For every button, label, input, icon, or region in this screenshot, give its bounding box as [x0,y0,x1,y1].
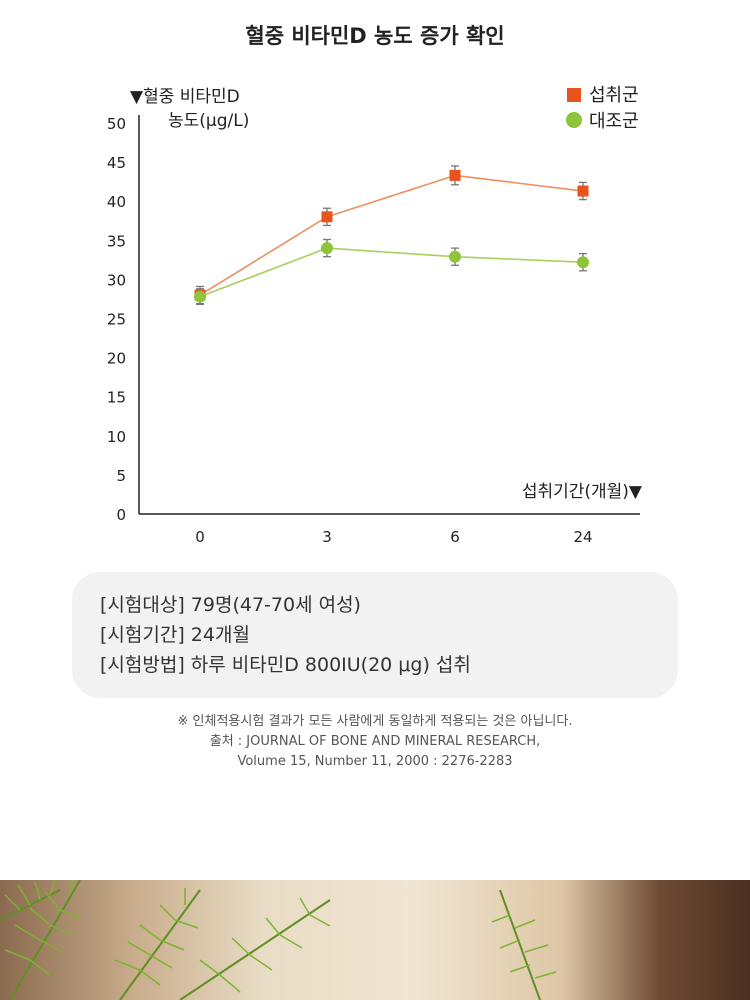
y-tick-label-10: 10 [107,428,126,446]
series-lines [199,174,584,298]
page-title: 혈중 비타민D 농도 증가 확인 [245,24,505,48]
y-tick-label-0: 0 [116,506,126,524]
decorative-photo [0,880,750,1000]
data-point-1-1 [321,211,333,223]
data-points [194,165,589,306]
y-tick-label-5: 5 [116,467,126,485]
source-volume: Volume 15, Number 11, 2000 : 2276-2283 [237,754,513,769]
y-axis-ticks: 0 5 10 15 20 25 30 35 40 45 50 [107,115,126,524]
x-tick-label-24: 24 [573,528,592,546]
y-tick-label-25: 25 [107,311,126,329]
chart-axes [138,115,640,515]
data-point-2-3 [577,256,589,269]
data-point-2-0 [194,290,206,303]
line-chart: 0 5 10 15 20 25 30 35 40 45 50 0 3 6 24 ▼혈중 비타민D 농도(μ… [107,85,643,546]
disclaimer-text: ※ 인체적용시험 결과가 모든 사람에게 동일하게 적용되는 것은 아닙니다. [177,714,573,729]
y-tick-label-15: 15 [107,389,126,407]
series-line-2 [199,247,584,298]
y-tick-label-50: 50 [107,115,126,133]
legend-marker-circle [566,112,582,128]
study-subjects: [시험대상] 79명(47-70세 여성) [100,594,361,616]
series-line-1 [199,174,584,296]
data-point-1-3 [577,185,589,197]
pine-branch-image [0,880,557,1000]
legend-label-series-1: 섭취군 [589,85,639,106]
legend-marker-square [567,88,581,102]
x-axis-label: 섭취기간(개월)▼ [522,482,643,502]
x-axis-ticks: 0 3 6 24 [195,528,592,546]
study-info-box: [시험대상] 79명(47-70세 여성) [시험기간] 24개월 [시험방법]… [72,572,678,698]
data-point-2-1 [321,242,333,255]
study-method: [시험방법] 하루 비타민D 800IU(20 μg) 섭취 [100,654,471,676]
data-point-1-2 [449,169,461,181]
y-tick-label-20: 20 [107,350,126,368]
x-tick-label-3: 3 [322,528,332,546]
legend: 섭취군 대조군 [566,85,639,132]
source-citation: 출처 : JOURNAL OF BONE AND MINERAL RESEARC… [209,734,541,749]
source-note: ※ 인체적용시험 결과가 모든 사람에게 동일하게 적용되는 것은 아닙니다. … [0,712,750,772]
y-axis-label-line2: 농도(μg/L) [168,111,249,131]
study-period: [시험기간] 24개월 [100,624,250,646]
y-tick-label-45: 45 [107,154,126,172]
y-tick-label-35: 35 [107,232,126,250]
x-tick-label-0: 0 [195,528,205,546]
legend-label-series-2: 대조군 [589,111,639,132]
x-tick-label-6: 6 [450,528,460,546]
y-axis-label-line1: ▼혈중 비타민D [130,87,240,107]
y-tick-label-30: 30 [107,271,126,289]
y-tick-label-40: 40 [107,193,126,211]
data-point-2-2 [449,250,461,263]
